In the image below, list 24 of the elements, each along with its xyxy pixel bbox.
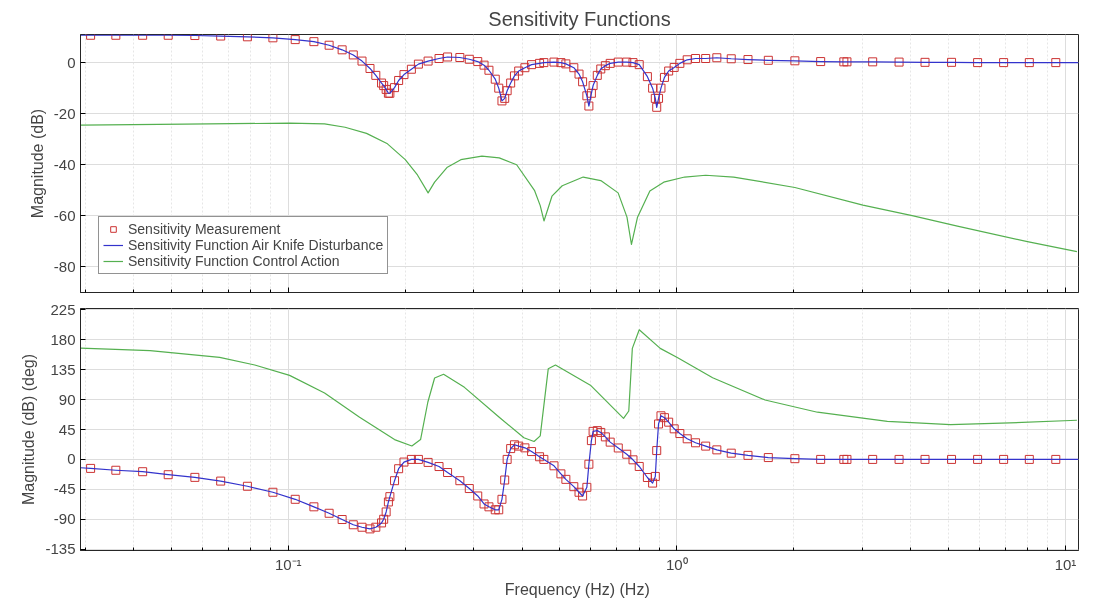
y-tick-label: 45 (58, 420, 76, 438)
chart-title: Sensitivity Functions (488, 7, 671, 30)
y-tick-label: -80 (53, 257, 76, 275)
y-tick-label: 225 (50, 300, 76, 318)
y-axis-title: Magnitude (dB) (deg) (20, 353, 38, 506)
y-tick-label: -40 (53, 155, 76, 173)
y-tick-label: 180 (50, 330, 76, 348)
y-tick-label: -90 (53, 510, 76, 528)
y-axis-title: Magnitude (dB) (28, 108, 46, 219)
x-axis-title: Frequency (Hz) (Hz) (504, 580, 650, 598)
y-tick-label: -135 (45, 540, 76, 558)
x-tick-label: 10⁻¹ (274, 555, 302, 573)
x-tick-label: 10⁰ (666, 555, 688, 573)
legend-label: Sensitivity Function Air Knife Disturbance (128, 237, 384, 253)
y-tick-label: 0 (67, 450, 76, 468)
y-tick-label: 90 (58, 390, 76, 408)
legend-label: Sensitivity Function Control Action (128, 253, 340, 269)
y-tick-label: -20 (53, 104, 76, 122)
x-tick-label: 10¹ (1054, 555, 1077, 573)
legend-label: Sensitivity Measurement (128, 221, 281, 237)
y-tick-label: 0 (67, 53, 76, 71)
y-tick-label: 135 (50, 360, 76, 378)
y-tick-label: -45 (53, 480, 76, 498)
y-tick-label: -60 (53, 206, 76, 224)
